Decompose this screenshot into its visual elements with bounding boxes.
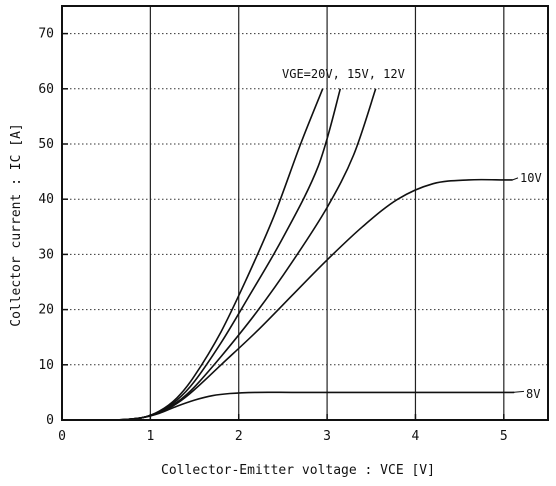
y-tick-label-20: 20 bbox=[38, 303, 54, 318]
label-upper-group: VGE=20V, 15V, 12V bbox=[282, 67, 405, 81]
x-tick-label-4: 4 bbox=[412, 429, 420, 444]
x-tick-label-3: 3 bbox=[323, 429, 331, 444]
leader-8v bbox=[512, 390, 525, 393]
label-8v: 8V bbox=[526, 387, 540, 401]
axes bbox=[61, 5, 549, 421]
leader-10v bbox=[512, 177, 519, 181]
y-tick-label-40: 40 bbox=[38, 192, 54, 207]
y-tick-label-50: 50 bbox=[38, 137, 54, 152]
y-axis-title: Collector current : IC [A] bbox=[9, 123, 24, 327]
curve-10v bbox=[61, 178, 513, 421]
curve-vge-20v bbox=[61, 88, 324, 421]
x-tick-label-5: 5 bbox=[500, 429, 508, 444]
plot-frame bbox=[61, 5, 549, 421]
y-tick-label-70: 70 bbox=[38, 27, 54, 42]
label-10v: 10V bbox=[520, 171, 542, 185]
curve-8v bbox=[61, 391, 515, 421]
x-tick-label-0: 0 bbox=[58, 429, 66, 444]
y-tick-label-0: 0 bbox=[46, 413, 54, 428]
tick-labels: 0 10 20 30 40 50 60 70 0 1 2 3 4 5 bbox=[38, 27, 507, 444]
x-tick-label-2: 2 bbox=[235, 429, 243, 444]
x-tick-label-1: 1 bbox=[146, 429, 154, 444]
y-tick-label-30: 30 bbox=[38, 247, 54, 262]
grid bbox=[62, 6, 548, 420]
y-tick-label-10: 10 bbox=[38, 358, 54, 373]
y-tick-label-60: 60 bbox=[38, 82, 54, 97]
x-axis-title: Collector-Emitter voltage : VCE [V] bbox=[161, 463, 435, 478]
